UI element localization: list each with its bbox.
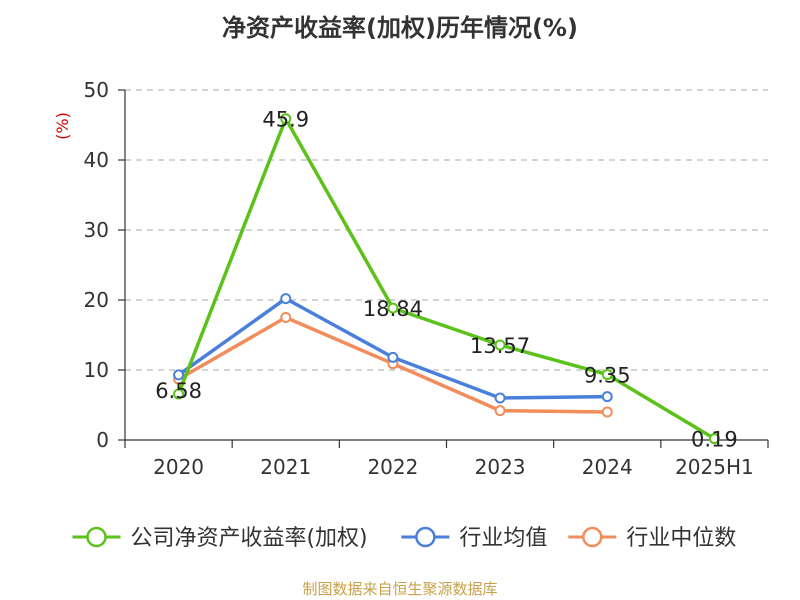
legend-marker [582, 526, 603, 548]
chart-title: 净资产收益率(加权)历年情况(%) [222, 14, 578, 42]
y-tick-label: 40 [84, 148, 109, 172]
data-label: 45.9 [262, 108, 309, 132]
y-tick-label: 0 [96, 428, 109, 452]
x-tick-label: 2020 [153, 455, 204, 479]
y-tick-label: 50 [84, 78, 109, 102]
data-labels: 6.58 45.9 18.84 13.57 9.35 0.19 [155, 108, 738, 452]
series-line-0 [176, 116, 716, 441]
axes [118, 89, 769, 448]
x-tick-label: 2023 [475, 455, 526, 479]
data-point [601, 391, 613, 403]
legend-item-0[interactable]: 公司净资产收益率(加权) [72, 526, 368, 551]
series-lines [173, 113, 720, 445]
legend-item-2[interactable]: 行业中位数 [568, 526, 736, 551]
grid-lines [125, 89, 768, 371]
data-point [387, 351, 399, 363]
legend-marker [415, 526, 436, 548]
legend-marker [86, 526, 107, 548]
data-point [708, 433, 720, 445]
data-point [494, 339, 506, 351]
x-tick-label: 2025H1 [675, 455, 754, 479]
data-point [494, 405, 506, 417]
y-tick-label: 10 [84, 358, 109, 382]
data-point [494, 392, 506, 404]
legend: 公司净资产收益率(加权) 行业均值 行业中位数 [72, 526, 736, 551]
data-point [601, 406, 613, 418]
data-source-note: 制图数据来自恒生聚源数据库 [302, 580, 498, 598]
legend-label: 行业均值 [459, 526, 547, 551]
data-point [280, 113, 292, 125]
data-label: 6.58 [155, 379, 202, 403]
data-label: 18.84 [363, 297, 423, 321]
legend-label: 行业中位数 [626, 526, 736, 551]
data-point [280, 293, 292, 305]
y-tick-label: 30 [84, 218, 109, 242]
data-point [601, 369, 613, 381]
legend-label: 公司净资产收益率(加权) [130, 526, 367, 551]
data-point [280, 312, 292, 323]
x-tick-label: 2021 [260, 455, 311, 479]
tick-labels: 0 10 20 30 40 50 2020 2021 2022 2023 2024 2025H1 [84, 78, 754, 479]
data-point [387, 302, 399, 314]
data-point [173, 369, 185, 381]
x-tick-label: 2022 [367, 455, 418, 479]
y-axis-label: (%) [53, 112, 72, 140]
data-label: 0.19 [691, 428, 738, 452]
x-tick-label: 2024 [582, 455, 633, 479]
data-label: 13.57 [470, 334, 530, 358]
y-tick-label: 20 [84, 288, 109, 312]
data-point [173, 388, 185, 400]
data-label: 9.35 [584, 364, 631, 388]
legend-item-1[interactable]: 行业均值 [401, 526, 547, 551]
